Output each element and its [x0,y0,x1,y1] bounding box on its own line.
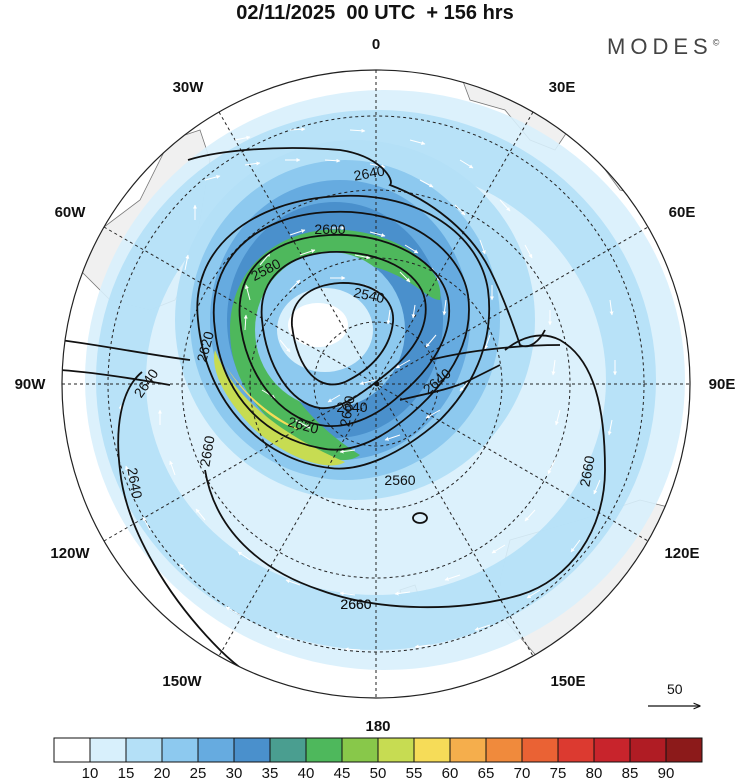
colorbar-tick-label: 75 [549,765,567,782]
contour-label: 2620 [286,413,320,437]
contour-label: 2640 [352,162,386,183]
contour-label: 2560 [384,472,415,488]
contour-label: 2640 [124,466,145,500]
longitude-labels: 0 30E 60E 90E 120E 150E 180 150W 120W 90W 60W 30W [15,36,736,735]
page-title: 02/11/2025 00 UTC + 156 hrs [236,2,514,24]
longitude-label: 60E [669,204,696,221]
colorbar-tick-label: 60 [441,765,459,782]
longitude-label: 60W [55,204,87,221]
height-contours [62,147,606,698]
longitude-label: 90W [15,376,47,393]
contour-label: 2540 [352,284,386,306]
longitude-label: 30W [173,79,205,96]
map-border [61,69,691,699]
contour-label: 2600 [336,394,357,428]
contour-label: 2660 [576,454,597,488]
colorbar-swatch [269,737,307,763]
colorbar-swatch [89,737,127,763]
contour-label: 2660 [196,434,217,468]
south-pole-marker [374,381,380,387]
contour-label: 2640 [336,399,367,415]
colorbar-swatch [233,737,271,763]
colorbar-tick-label: 70 [513,765,531,782]
colorbar-tick-label: 30 [225,765,243,782]
vector-reference: 50 [648,681,700,706]
colorbar-swatch [629,737,667,763]
colorbar-swatch [197,737,235,763]
vector-reference-label: 50 [667,681,683,697]
longitude-label: 90E [709,376,736,393]
colorbar-tick-label: 10 [81,765,99,782]
colorbar-swatch [665,737,703,763]
brand-logo: MODES© [607,34,719,60]
colorbar-tick-label: 20 [153,765,171,782]
longitude-label: 120W [50,545,90,562]
colorbar-swatch [449,737,487,763]
longitude-label: 120E [664,545,699,562]
colorbar-tick-label: 35 [261,765,279,782]
longitude-label: 150E [550,673,585,690]
longitude-label: 0 [372,36,380,53]
colorbar-swatch [341,737,379,763]
colorbar-swatch [485,737,523,763]
colorbar-swatch [377,737,415,763]
colorbar-tick-label: 15 [117,765,135,782]
colorbar [53,737,703,763]
colorbar-tick-label: 40 [297,765,315,782]
colorbar-swatch [521,737,559,763]
longitude-label: 180 [365,718,390,735]
colorbar-tick-label: 85 [621,765,639,782]
colorbar-tick-label: 90 [657,765,675,782]
longitude-label: 30E [549,79,576,96]
colorbar-swatch [593,737,631,763]
colorbar-tick-label: 80 [585,765,603,782]
colorbar-tick-label: 45 [333,765,351,782]
colorbar-swatch [413,737,451,763]
brand-mark: © [712,37,720,48]
contour-label: 2660 [340,596,371,612]
contour-label: 2620 [193,329,217,363]
colorbar-tick-label: 65 [477,765,495,782]
colorbar-swatch [161,737,199,763]
contour-label: 2660 [340,596,371,612]
colorbar-swatch [53,737,91,763]
contour-label: 2600 [314,221,345,237]
colorbar-tick-label: 25 [189,765,207,782]
colorbar-swatch [557,737,595,763]
colorbar-swatch [305,737,343,763]
colorbar-swatch [125,737,163,763]
colorbar-tick-label: 55 [405,765,423,782]
brand-name: MODES [607,34,713,59]
longitude-label: 150W [162,673,202,690]
colorbar-tick-label: 50 [369,765,387,782]
